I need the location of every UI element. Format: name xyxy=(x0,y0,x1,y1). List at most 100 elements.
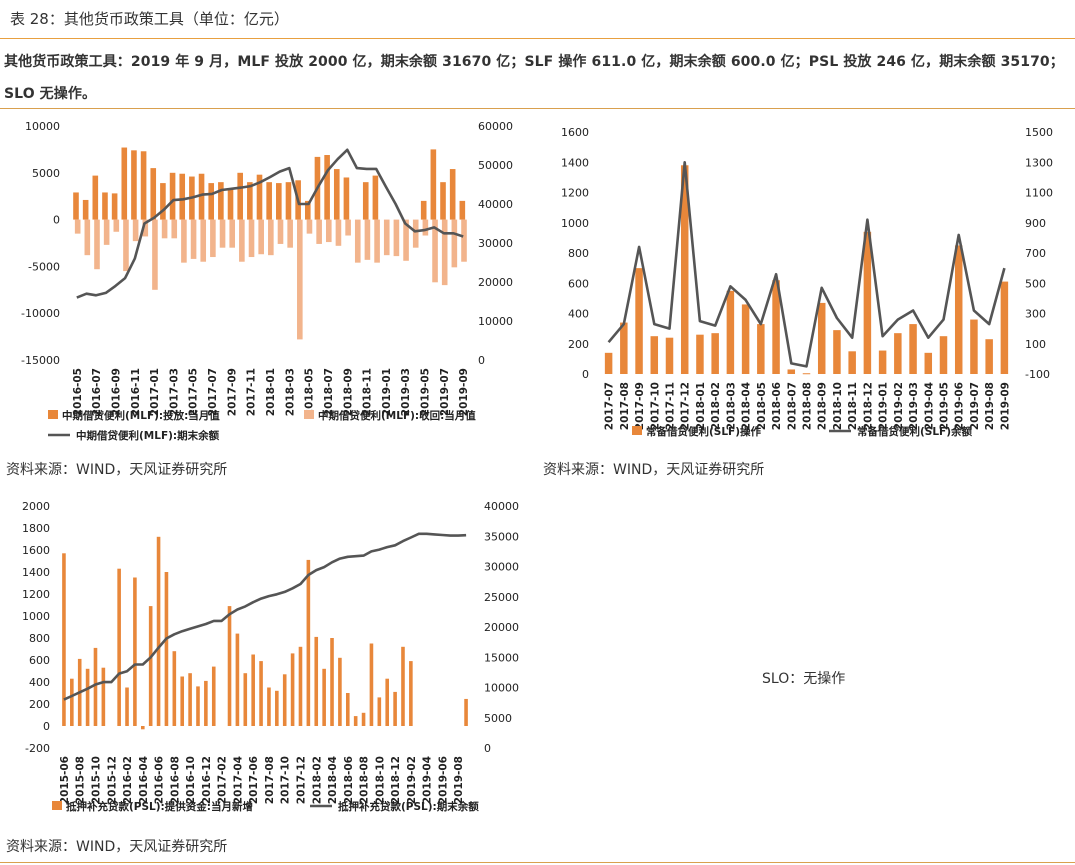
bar xyxy=(103,219,110,245)
bar xyxy=(362,182,369,220)
bar xyxy=(148,606,153,726)
bar xyxy=(353,716,358,726)
bar xyxy=(393,219,400,257)
y-right-tick-label: 1300 xyxy=(1025,156,1053,169)
x-tick-label: 2017-02 xyxy=(217,756,229,804)
bar xyxy=(243,673,248,726)
bar xyxy=(140,726,145,730)
bar xyxy=(239,219,245,262)
y-left-tick-label: 1600 xyxy=(22,544,50,557)
legend-swatch-bar xyxy=(304,410,314,419)
bar xyxy=(131,150,137,220)
y-right-tick-label: 10000 xyxy=(484,682,519,695)
bar xyxy=(1000,281,1009,374)
y-right-tick-label: 20000 xyxy=(478,276,513,289)
bar xyxy=(441,219,448,286)
y-left-tick-label: 600 xyxy=(568,277,589,290)
bar xyxy=(267,687,271,726)
x-tick-label: 2019-04 xyxy=(923,382,935,430)
bar xyxy=(316,219,322,244)
y-right-tick-label: 40000 xyxy=(478,198,513,211)
x-tick-label: 2016-02 xyxy=(122,756,134,804)
x-tick-label: 2017-08 xyxy=(264,756,276,804)
x-tick-label: 2018-02 xyxy=(710,382,722,430)
bar xyxy=(266,182,272,220)
x-tick-label: 2017-09 xyxy=(226,368,238,416)
y-right-tick-label: 900 xyxy=(1025,217,1046,230)
x-tick-label: 2016-04 xyxy=(138,756,150,804)
bar xyxy=(354,219,361,263)
bar xyxy=(93,647,98,726)
x-tick-label: 2017-07 xyxy=(604,382,616,430)
x-tick-label: 2017-09 xyxy=(634,382,646,430)
bar xyxy=(385,678,390,726)
y-right-tick-label: 700 xyxy=(1025,247,1046,260)
bar xyxy=(268,219,274,256)
y-left-tick-label: 0 xyxy=(582,368,589,381)
x-tick-label: 2017-06 xyxy=(248,756,260,804)
bar xyxy=(412,219,419,248)
x-tick-label: 2019-03 xyxy=(400,368,412,416)
y-left-tick-label: 200 xyxy=(29,698,50,711)
bar xyxy=(251,654,255,726)
x-tick-label: 2018-05 xyxy=(304,368,316,416)
bar xyxy=(772,280,780,374)
bar xyxy=(459,200,466,220)
y-left-tick-label: 0 xyxy=(53,214,60,227)
bar xyxy=(848,351,856,374)
x-tick-label: 2017-11 xyxy=(665,382,677,430)
bar xyxy=(324,155,330,220)
bar xyxy=(172,651,177,726)
bar xyxy=(210,219,216,258)
bar xyxy=(306,559,311,726)
bar xyxy=(335,219,342,246)
x-tick-label: 2016-11 xyxy=(130,368,142,416)
bar xyxy=(393,691,397,726)
x-tick-label: 2018-01 xyxy=(265,368,277,416)
bar xyxy=(142,219,149,237)
y-left-tick-label: 400 xyxy=(29,676,50,689)
x-tick-label: 2019-07 xyxy=(969,382,981,430)
bar xyxy=(314,636,319,726)
mlf-chart: -15000 -10000 -5000 0 5000 10000 0 10000 20000 30… xyxy=(21,120,513,442)
x-tick-label: 2017-11 xyxy=(246,368,258,416)
y-right-tick-label: 1100 xyxy=(1025,187,1053,200)
bar xyxy=(650,336,659,374)
x-tick-label: 2019-02 xyxy=(893,382,905,430)
x-tick-label: 2019-04 xyxy=(422,756,434,804)
title-rule xyxy=(0,38,1075,39)
bar xyxy=(372,175,379,220)
y-left-tick-label: 1800 xyxy=(22,522,50,535)
x-tick-label: 2018-03 xyxy=(725,382,737,430)
x-tick-label: 2017-03 xyxy=(168,368,180,416)
bar xyxy=(152,219,158,290)
y-left-tick-label: 600 xyxy=(29,654,50,667)
bar xyxy=(85,668,90,726)
bar xyxy=(665,337,674,374)
x-tick-label: 2018-07 xyxy=(786,382,798,430)
legend-label: 常备借贷便利(SLF)余额 xyxy=(857,425,973,438)
bar xyxy=(82,199,89,220)
bar xyxy=(123,219,129,272)
bar xyxy=(970,319,978,374)
bar xyxy=(726,290,735,374)
x-tick-label: 2015-10 xyxy=(90,756,102,804)
y-right-tick-label: 25000 xyxy=(484,591,519,604)
bar xyxy=(160,183,166,220)
series-line xyxy=(63,532,467,701)
bar xyxy=(306,219,313,234)
bar xyxy=(383,219,390,256)
x-tick-label: 2015-08 xyxy=(75,756,87,804)
bar xyxy=(604,352,613,374)
bar xyxy=(361,712,366,726)
x-tick-label: 2016-07 xyxy=(91,368,103,416)
x-tick-label: 2017-04 xyxy=(232,756,244,804)
slo-note: SLO：无操作 xyxy=(762,671,846,687)
legend-label: 中期借贷便利(MLF):期末余额 xyxy=(76,429,220,442)
bar xyxy=(92,175,99,220)
bar xyxy=(338,657,342,726)
y-left-tick-label: -15000 xyxy=(21,354,60,367)
x-tick-label: 2017-10 xyxy=(280,756,292,804)
bar xyxy=(219,219,226,248)
bar xyxy=(696,334,704,374)
